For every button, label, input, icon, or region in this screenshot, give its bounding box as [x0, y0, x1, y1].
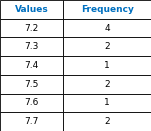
- Bar: [0, 94, 63, 112]
- Bar: [63, 19, 151, 37]
- Bar: [63, 56, 151, 75]
- Bar: [0, 112, 63, 131]
- Text: 2: 2: [104, 117, 110, 126]
- Text: 1: 1: [104, 98, 110, 107]
- Bar: [63, 112, 151, 131]
- Text: 7.2: 7.2: [25, 24, 39, 33]
- Text: Frequency: Frequency: [81, 5, 134, 14]
- Text: 2: 2: [104, 80, 110, 89]
- Bar: [63, 37, 151, 56]
- Text: 2: 2: [104, 42, 110, 51]
- Text: 7.6: 7.6: [24, 98, 39, 107]
- Text: Values: Values: [15, 5, 49, 14]
- Text: 4: 4: [104, 24, 110, 33]
- Bar: [0, 56, 63, 75]
- Bar: [63, 94, 151, 112]
- Bar: [63, 75, 151, 94]
- Text: 7.7: 7.7: [24, 117, 39, 126]
- Bar: [0, 19, 63, 37]
- Text: 1: 1: [104, 61, 110, 70]
- Text: 7.5: 7.5: [24, 80, 39, 89]
- Bar: [0, 37, 63, 56]
- Bar: [0, 75, 63, 94]
- Text: 7.4: 7.4: [25, 61, 39, 70]
- Text: 7.3: 7.3: [24, 42, 39, 51]
- Bar: [0, 0, 63, 19]
- Bar: [63, 0, 151, 19]
